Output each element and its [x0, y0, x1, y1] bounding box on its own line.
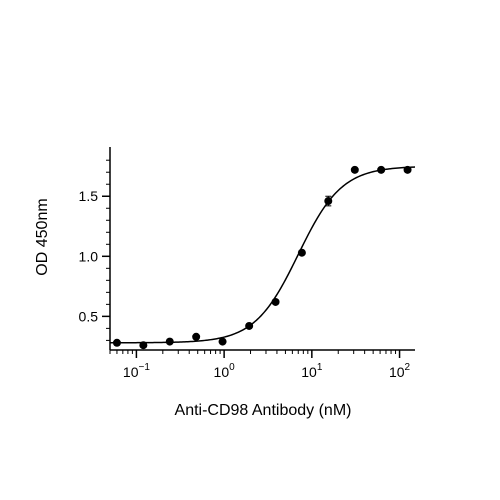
x-axis-title: Anti-CD98 Antibody (nM)	[175, 402, 352, 419]
data-point	[245, 321, 254, 330]
x-tick-label: 102	[389, 362, 411, 380]
x-tick-label: 101	[301, 362, 323, 380]
fit-curve	[110, 166, 416, 344]
y-tick-label: 1.5	[79, 188, 99, 204]
data-point	[218, 337, 227, 346]
data-point	[297, 248, 306, 257]
data-point	[350, 165, 359, 174]
x-tick-label: 10−1	[123, 362, 150, 380]
data-point	[324, 197, 333, 206]
y-tick-label: 0.5	[79, 308, 99, 324]
data-point	[271, 297, 280, 306]
data-point	[377, 165, 386, 174]
data-point	[165, 337, 174, 346]
y-tick-label: 1.0	[79, 248, 99, 264]
y-axis-title: OD 450nm	[34, 198, 51, 275]
x-tick-label: 100	[214, 362, 236, 380]
data-point	[192, 332, 201, 341]
data-point	[403, 165, 412, 174]
plot-area: 0.5 1.0 1.5 10−1 100 101 102	[79, 147, 416, 380]
data-point	[112, 338, 121, 347]
data-point	[139, 341, 148, 350]
